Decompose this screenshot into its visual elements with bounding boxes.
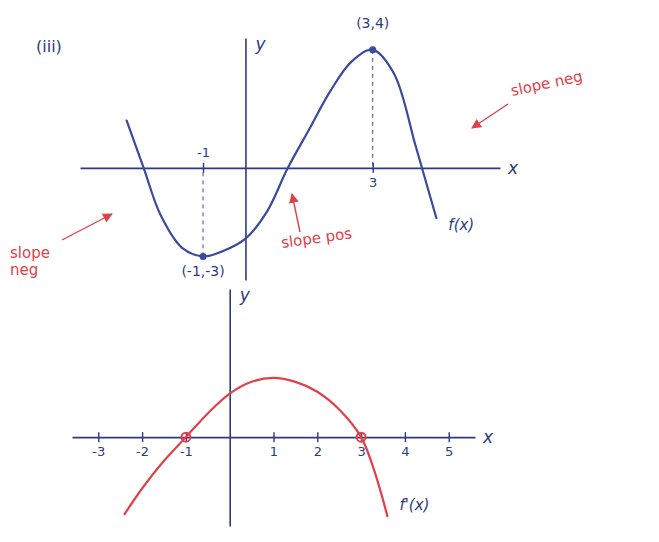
y-axis-line xyxy=(229,290,231,527)
panel: -13yx(iii)(-1,-3)(3,4)f(x)slope negslope… xyxy=(10,15,584,281)
y-axis xyxy=(230,290,231,527)
x-axis: -3-2-112345 xyxy=(73,432,476,459)
x-axis-title: x xyxy=(507,158,519,178)
y-axis-title: y xyxy=(239,285,251,305)
annotation: slopeneg xyxy=(10,244,50,279)
annotation-arrow xyxy=(472,104,508,128)
x-tick-mark xyxy=(273,432,274,442)
x-tick-label: 3 xyxy=(369,175,377,190)
x-tick: -1 xyxy=(197,145,210,173)
point-label: (3,4) xyxy=(356,15,389,31)
x-tick-mark xyxy=(405,432,406,442)
point xyxy=(369,46,376,53)
x-tick: 1 xyxy=(270,432,278,459)
x-tick-label: 2 xyxy=(314,444,322,459)
x-tick: -3 xyxy=(92,432,105,459)
panel-label: (iii) xyxy=(36,37,62,56)
x-tick-label: 4 xyxy=(401,444,409,459)
plot-area xyxy=(125,378,388,516)
panel: -3-2-112345yxf'(x) xyxy=(73,285,495,527)
point xyxy=(357,433,366,442)
guide-line xyxy=(372,50,373,168)
annotation-arrow xyxy=(292,194,300,232)
x-tick: 2 xyxy=(314,432,322,459)
x-tick-mark xyxy=(98,432,99,442)
plot-area xyxy=(127,46,437,260)
x-tick-mark xyxy=(317,432,318,442)
curve xyxy=(127,50,437,257)
annotation-line: neg xyxy=(10,261,38,279)
guide-line xyxy=(203,168,204,257)
annotation-arrow xyxy=(62,214,112,240)
annotation: slope neg xyxy=(509,67,584,100)
y-axis xyxy=(245,39,246,281)
curve-label: f(x) xyxy=(448,216,474,234)
x-tick-label: -2 xyxy=(136,444,149,459)
x-tick-label: 5 xyxy=(445,444,453,459)
x-tick-mark xyxy=(449,432,450,442)
x-tick-mark xyxy=(142,432,143,442)
point-label: (-1,-3) xyxy=(181,263,224,279)
x-tick: 5 xyxy=(445,432,453,459)
x-tick: 3 xyxy=(369,163,377,190)
page: -13yx(iii)(-1,-3)(3,4)f(x)slope negslope… xyxy=(0,0,659,542)
curve xyxy=(125,378,388,516)
y-axis-title: y xyxy=(254,34,266,54)
point xyxy=(200,253,207,260)
x-tick-label: -1 xyxy=(180,444,193,459)
x-tick-label: 1 xyxy=(270,444,278,459)
x-tick: 4 xyxy=(401,432,409,459)
x-tick-label: -3 xyxy=(92,444,105,459)
x-axis-title: x xyxy=(482,427,494,447)
curve-label: f'(x) xyxy=(399,496,429,514)
x-tick: -2 xyxy=(136,432,149,459)
annotation: slope pos xyxy=(280,224,353,252)
point xyxy=(181,433,190,442)
x-tick-label: -1 xyxy=(197,145,210,160)
y-axis-line xyxy=(245,39,247,281)
annotation-line: slope xyxy=(10,244,50,262)
